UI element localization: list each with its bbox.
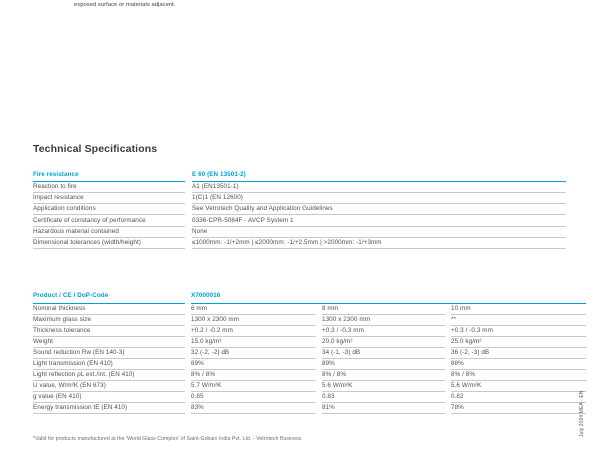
fire-resistance-table: Fire resistance E 60 (EN 13501-2) Reacti… — [33, 169, 566, 250]
table-header-row: Product / CE / DoP-Code X7000016 — [33, 289, 586, 304]
row-value-10mm: 5.6 W/m²K — [451, 380, 586, 393]
row-value-6mm: 5.7 W/m²K — [191, 380, 316, 393]
row-value-10mm: 78% — [451, 402, 586, 415]
row-label: Thickness tolerance — [33, 325, 185, 337]
table-header-row: Fire resistance E 60 (EN 13501-2) — [33, 169, 566, 182]
row-value-6mm: +0.2 / -0.2 mm — [191, 325, 316, 337]
row-label: Dimensional tolerances (width/height) — [33, 237, 185, 250]
row-label: Maximum glass size — [33, 314, 185, 326]
edition-side-note: July 2024 MEA - EN — [579, 390, 585, 437]
row-value-6mm: 6 mm — [191, 303, 316, 315]
table-row: g value (EN 410) 0.85 0.83 0.82 — [33, 391, 586, 404]
row-value-8mm: +0.3 / -0.3 mm — [322, 325, 445, 337]
table-header-label: Product / CE / DoP-Code — [33, 289, 185, 304]
table-row: Light reflection ρL ext./int. (EN 410) 8… — [33, 369, 586, 382]
row-value-10mm: 36 (-2, -3) dB — [451, 347, 586, 359]
row-label: Impact resistance — [33, 192, 185, 205]
row-value-8mm: 8 mm — [322, 303, 445, 315]
row-value-6mm: 0.85 — [191, 391, 316, 404]
row-value: None — [192, 226, 566, 238]
table-row: Dimensional tolerances (width/height) ≤1… — [33, 237, 566, 250]
table-row: Hazardous material contained None — [33, 226, 566, 238]
row-label: Hazardous material contained — [33, 226, 185, 238]
table-row: Thickness tolerance +0.2 / -0.2 mm +0.3 … — [33, 325, 586, 337]
row-value: See Vetrotech Quality and Application Gu… — [192, 203, 566, 216]
intro-paragraph-fragment: exposed surface or materials adjacent. — [74, 2, 176, 8]
table-row: Reaction to fire A1 (EN13501-1) — [33, 181, 566, 193]
row-label: U value, W/m²K (EN 673) — [33, 380, 185, 393]
row-label: Energy transmission tE (EN 410) — [33, 402, 185, 415]
row-value: A1 (EN13501-1) — [192, 181, 566, 193]
row-value-8mm: 81% — [322, 402, 445, 415]
row-label: Reaction to fire — [33, 181, 185, 193]
row-label: Light transmission (EN 410) — [33, 358, 185, 371]
row-value: 0336-CPR-5064F - AVCP System 1 — [192, 214, 566, 227]
row-label: Weight — [33, 336, 185, 348]
validity-footnote: *Valid for products manufactured at the … — [33, 436, 302, 442]
row-label: g value (EN 410) — [33, 391, 185, 404]
row-value-10mm: 88% — [451, 358, 586, 371]
row-value-10mm: ** — [451, 314, 586, 326]
table-row: Light transmission (EN 410) 89% 89% 88% — [33, 358, 586, 371]
table-row: Nominal thickness 6 mm 8 mm 10 mm — [33, 303, 586, 315]
table-row: Certificate of constancy of performance … — [33, 214, 566, 227]
row-value-6mm: 1300 x 2300 mm — [191, 314, 316, 326]
table-header-label: Fire resistance — [33, 169, 185, 182]
table-row: Weight 15.0 kg/m² 20.0 kg/m² 25.0 kg/m² — [33, 336, 586, 348]
product-dop-table: Product / CE / DoP-Code X7000016 Nominal… — [33, 289, 586, 415]
table-header-value: E 60 (EN 13501-2) — [192, 169, 566, 182]
row-value-10mm: 10 mm — [451, 303, 586, 315]
table-row: Application conditions See Vetrotech Qua… — [33, 203, 566, 216]
row-value: ≤1000mm: -1/+2mm | ≤2000mm: -1/+2.5mm | … — [192, 237, 566, 250]
table-header-value: X7000016 — [191, 289, 586, 304]
row-label: Sound reduction Rw (EN 140-3) — [33, 347, 185, 359]
row-value-10mm: 25.0 kg/m² — [451, 336, 586, 348]
row-value: 1(C)1 (EN 12600) — [192, 192, 566, 205]
row-value-6mm: 89% — [191, 358, 316, 371]
table-row: Impact resistance 1(C)1 (EN 12600) — [33, 192, 566, 205]
row-label: Light reflection ρL ext./int. (EN 410) — [33, 369, 185, 382]
row-value-6mm: 83% — [191, 402, 316, 415]
row-value-8mm: 8% / 8% — [322, 369, 445, 382]
row-value-10mm: 0.82 — [451, 391, 586, 404]
row-value-10mm: +0.3 / -0.3 mm — [451, 325, 586, 337]
row-value-6mm: 8% / 8% — [191, 369, 316, 382]
page-title: Technical Specifications — [33, 143, 158, 155]
row-value-8mm: 89% — [322, 358, 445, 371]
row-value-8mm: 5.6 W/m²K — [322, 380, 445, 393]
table-row: Sound reduction Rw (EN 140-3) 32 (-2, -2… — [33, 347, 586, 359]
row-value-8mm: 20.0 kg/m² — [322, 336, 445, 348]
row-value-8mm: 0.83 — [322, 391, 445, 404]
row-label: Nominal thickness — [33, 303, 185, 315]
table-row: Maximum glass size 1300 x 2300 mm 1300 x… — [33, 314, 586, 326]
row-label: Certificate of constancy of performance — [33, 214, 185, 227]
table-row: Energy transmission tE (EN 410) 83% 81% … — [33, 402, 586, 415]
row-label: Application conditions — [33, 203, 185, 216]
table-row: U value, W/m²K (EN 673) 5.7 W/m²K 5.6 W/… — [33, 380, 586, 393]
row-value-6mm: 32 (-2, -2) dB — [191, 347, 316, 359]
row-value-8mm: 1300 x 2300 mm — [322, 314, 445, 326]
row-value-8mm: 34 (-1, -3) dB — [322, 347, 445, 359]
row-value-10mm: 8% / 8% — [451, 369, 586, 382]
row-value-6mm: 15.0 kg/m² — [191, 336, 316, 348]
